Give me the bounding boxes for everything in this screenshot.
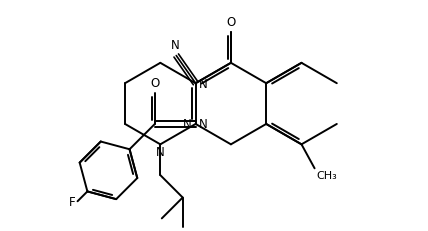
Text: CH₃: CH₃: [317, 170, 337, 181]
Text: O: O: [226, 16, 235, 29]
Text: N: N: [199, 118, 207, 131]
Text: N: N: [156, 146, 165, 159]
Text: F: F: [69, 195, 76, 208]
Text: N: N: [183, 118, 192, 131]
Text: N: N: [171, 38, 180, 51]
Text: O: O: [150, 77, 160, 90]
Text: N: N: [199, 77, 207, 90]
